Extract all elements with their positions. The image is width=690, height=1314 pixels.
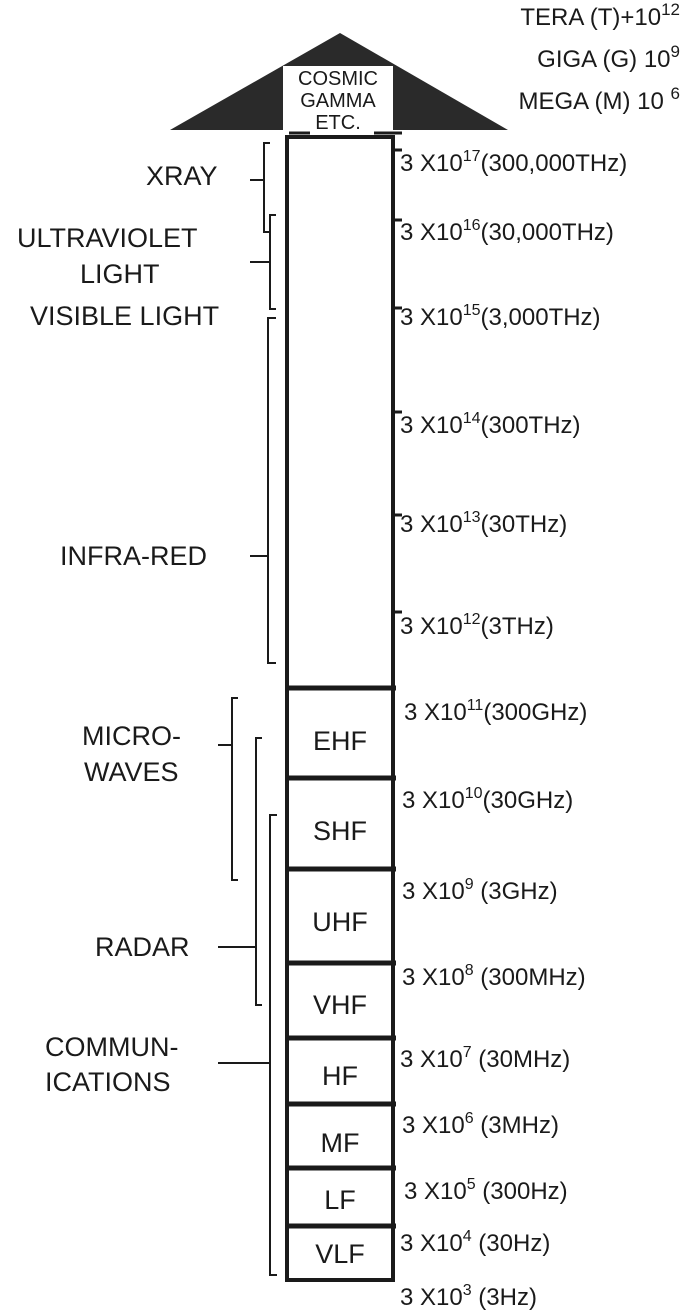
communications-label-line2: ICATIONS bbox=[45, 1067, 171, 1097]
microwaves-label-line2: WAVES bbox=[84, 757, 179, 787]
band-ehf: EHF bbox=[313, 726, 367, 756]
frequency-label: 3 X103 (3Hz) bbox=[400, 1282, 537, 1312]
infrared-bracket bbox=[267, 317, 276, 664]
prefix-mega: MEGA (M) 10 6 bbox=[518, 84, 681, 115]
band-uhf: UHF bbox=[312, 907, 368, 937]
prefix-tera: TERA (T)+1012 bbox=[520, 0, 680, 31]
frequency-label: 3 X1017(300,000THz) bbox=[400, 148, 628, 178]
brackets bbox=[218, 142, 277, 1276]
frequency-label: 3 X1013(30THz) bbox=[400, 509, 568, 539]
microwaves-label: MICRO- bbox=[82, 721, 181, 751]
ultraviolet-bracket bbox=[269, 214, 276, 310]
visible-light-label: VISIBLE LIGHT bbox=[30, 301, 220, 331]
frequency-label: 3 X108 (300MHz) bbox=[402, 962, 586, 992]
ultraviolet-label-line2: LIGHT bbox=[80, 259, 160, 289]
band-mf: MF bbox=[320, 1128, 360, 1158]
cosmic-label: COSMIC bbox=[298, 68, 378, 90]
frequency-label: 3 X104 (30Hz) bbox=[400, 1228, 551, 1258]
radar-label: RADAR bbox=[95, 932, 190, 962]
prefix-giga: GIGA (G) 109 bbox=[537, 42, 680, 73]
frequency-ticks bbox=[393, 148, 402, 614]
band-shf: SHF bbox=[313, 816, 367, 846]
microwaves-bracket bbox=[231, 697, 238, 881]
frequency-label: 3 X1014(300THz) bbox=[400, 410, 581, 440]
xray-label: XRAY bbox=[146, 161, 218, 191]
frequency-label: 3 X105 (300Hz) bbox=[404, 1176, 568, 1206]
gamma-label: GAMMA bbox=[300, 90, 376, 112]
band-vlf: VLF bbox=[315, 1239, 365, 1269]
band-hf: HF bbox=[322, 1061, 358, 1091]
band-vhf: VHF bbox=[313, 990, 367, 1020]
frequency-label: 3 X109 (3GHz) bbox=[402, 876, 558, 906]
communications-label: COMMUN- bbox=[45, 1032, 179, 1062]
frequency-label: 3 X1010(30GHz) bbox=[402, 785, 574, 815]
etc-label: ETC. bbox=[315, 112, 361, 134]
infrared-label: INFRA-RED bbox=[60, 541, 207, 571]
communications-bracket bbox=[269, 814, 277, 1276]
spectrum-column bbox=[285, 135, 395, 1282]
xray-bracket bbox=[263, 142, 270, 233]
radar-bracket bbox=[255, 737, 262, 1006]
frequency-label: 3 X1015(3,000THz) bbox=[400, 302, 601, 332]
ultraviolet-label: ULTRAVIOLET bbox=[17, 223, 198, 253]
frequency-label: 3 X1011(300GHz) bbox=[404, 697, 588, 727]
frequency-label: 3 X1016(30,000THz) bbox=[400, 217, 614, 247]
frequency-label: 3 X106 (3MHz) bbox=[402, 1110, 559, 1140]
frequency-label: 3 X107 (30MHz) bbox=[400, 1044, 571, 1074]
frequency-label: 3 X1012(3THz) bbox=[400, 611, 554, 641]
band-lf: LF bbox=[324, 1185, 356, 1215]
cosmic-box bbox=[283, 66, 393, 138]
